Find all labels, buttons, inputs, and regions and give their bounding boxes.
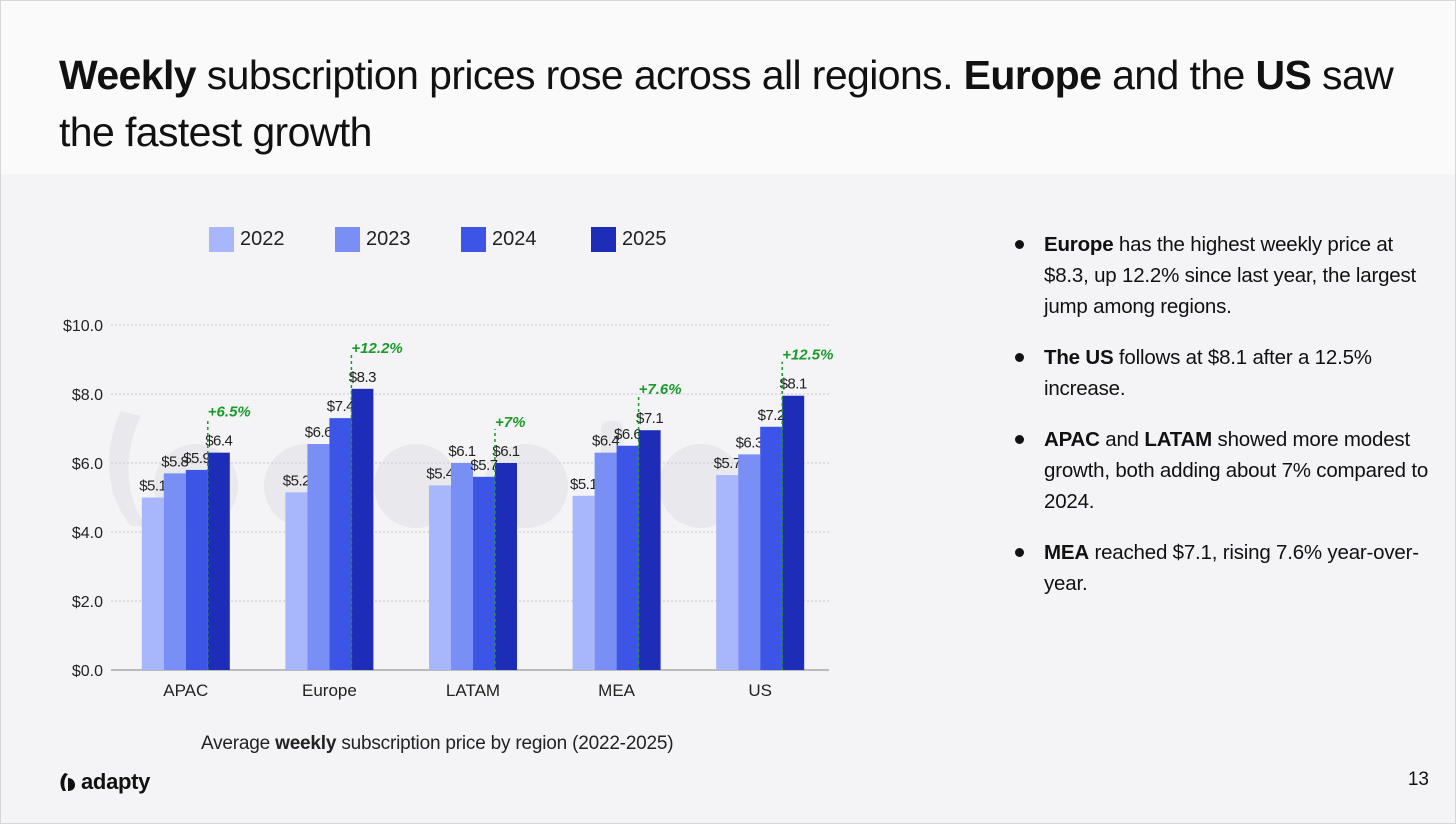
data-label: $5.4 <box>426 465 453 482</box>
legend-label-2025: 2025 <box>622 228 667 250</box>
bar-2025-apac <box>207 452 230 670</box>
growth-label: +7% <box>495 414 525 431</box>
bar-2025-us <box>782 395 805 670</box>
bar-2023-europe <box>307 444 330 670</box>
insight-item-us: The US follows at $8.1 after a 12.5% inc… <box>1011 342 1431 404</box>
data-label: $6.1 <box>492 443 519 460</box>
growth-label: +12.5% <box>782 347 833 364</box>
slide-title: Weekly subscription prices rose across a… <box>59 52 1394 155</box>
legend-label-2022: 2022 <box>240 228 285 250</box>
data-label: $5.8 <box>161 453 188 470</box>
growth-label: +6.5% <box>208 404 251 421</box>
logo-text: adapty <box>81 769 151 794</box>
legend-item-2025: 2025 <box>591 227 711 252</box>
legend-swatch-2023 <box>335 227 360 252</box>
bar-2024-latam <box>473 476 495 670</box>
legend-label-2023: 2023 <box>366 228 411 250</box>
bar-2024-mea <box>616 445 639 670</box>
data-label: $6.4 <box>205 433 232 450</box>
data-label: $5.2 <box>283 472 310 489</box>
bar-2022-apac <box>141 497 164 670</box>
y-tick-label: $0.0 <box>72 663 103 680</box>
data-label: $7.1 <box>636 410 663 427</box>
chart-caption: Average weekly subscription price by reg… <box>201 733 674 754</box>
data-label: $5.1 <box>570 476 597 493</box>
bar-2023-mea <box>594 452 617 670</box>
slide-header <box>1 1 1455 174</box>
x-tick-label: APAC <box>163 681 208 700</box>
insight-item-mea: MEA reached $7.1, rising 7.6% year-over-… <box>1011 537 1431 599</box>
legend-item-2022: 2022 <box>209 227 335 252</box>
insight-item-apac-latam: APAC and LATAM showed more modest growth… <box>1011 424 1431 517</box>
bar-2024-apac <box>185 469 208 670</box>
legend-item-2024: 2024 <box>461 227 591 252</box>
y-tick-label: $10.0 <box>63 318 103 335</box>
bar-2024-us <box>760 426 783 670</box>
y-tick-label: $8.0 <box>72 387 103 404</box>
data-label: $6.1 <box>448 443 475 460</box>
x-tick-label: LATAM <box>446 681 500 700</box>
data-label: $5.9 <box>183 450 210 467</box>
data-label: $6.4 <box>592 433 619 450</box>
bar-2022-latam <box>429 485 451 670</box>
legend-swatch-2022 <box>209 227 234 252</box>
x-tick-label: Europe <box>302 681 357 700</box>
y-tick-label: $6.0 <box>72 456 103 473</box>
x-tick-label: US <box>748 681 772 700</box>
data-label: $5.7 <box>714 455 741 472</box>
bar-2025-mea <box>638 430 661 670</box>
chart-legend: 2022 2023 2024 2025 <box>209 227 711 252</box>
adapty-logo-icon <box>60 773 75 791</box>
bar-2023-apac <box>163 473 186 670</box>
bar-2024-europe <box>329 418 352 670</box>
legend-item-2023: 2023 <box>335 227 461 252</box>
page-number: 13 <box>1407 769 1429 790</box>
data-label: $5.1 <box>139 478 166 495</box>
data-label: $6.3 <box>736 434 763 451</box>
growth-label: +12.2% <box>351 340 402 357</box>
data-label: $6.6 <box>614 426 641 443</box>
data-label: $8.3 <box>349 369 376 386</box>
bar-2025-europe <box>351 388 374 670</box>
x-tick-label: MEA <box>598 681 636 700</box>
y-tick-label: $4.0 <box>72 525 103 542</box>
legend-swatch-2025 <box>591 227 616 252</box>
brand-logo: adapty <box>59 769 150 795</box>
y-tick-label: $2.0 <box>72 594 103 611</box>
legend-swatch-2024 <box>461 227 486 252</box>
bar-2022-europe <box>285 492 308 670</box>
data-label: $7.4 <box>327 398 354 415</box>
bar-2022-us <box>716 475 739 670</box>
bar-2023-us <box>738 454 761 670</box>
bar-chart: $0.0$2.0$4.0$6.0$8.0$10.0$5.1$5.8$5.9$6.… <box>63 318 834 700</box>
growth-label: +7.6% <box>639 381 682 398</box>
bar-2025-latam <box>495 463 517 670</box>
data-label: $6.6 <box>305 424 332 441</box>
legend-label-2024: 2024 <box>492 228 537 250</box>
data-label: $5.7 <box>470 457 497 474</box>
data-label: $7.2 <box>758 407 785 424</box>
insight-item-europe: Europe has the highest weekly price at $… <box>1011 229 1431 322</box>
insight-list: Europe has the highest weekly price at $… <box>1011 229 1431 619</box>
bar-2022-mea <box>572 495 595 670</box>
bar-2023-latam <box>451 463 473 670</box>
data-label: $8.1 <box>780 376 807 393</box>
